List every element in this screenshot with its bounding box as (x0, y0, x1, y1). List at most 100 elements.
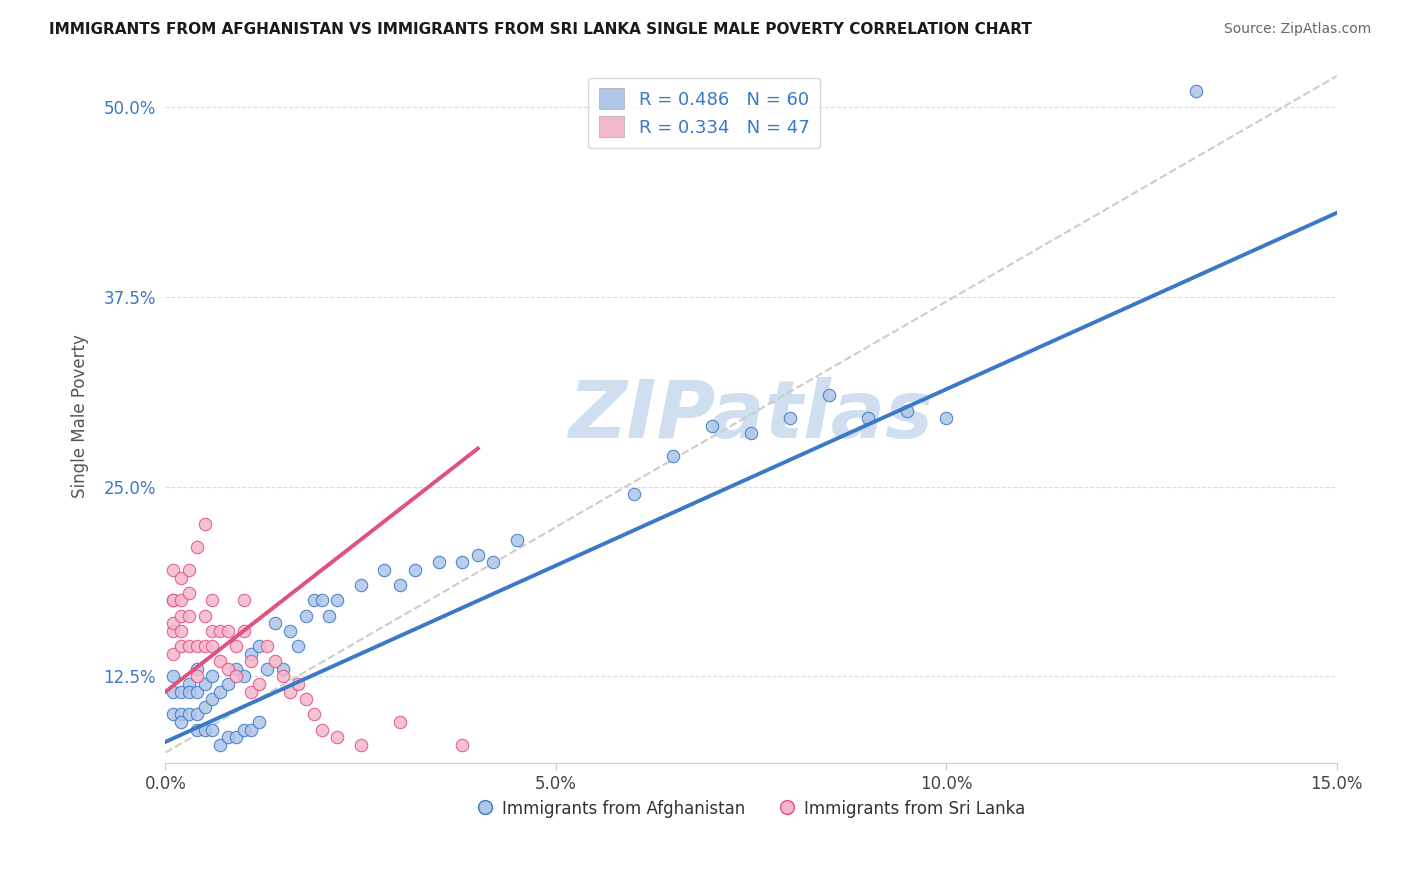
Point (856, 411, 879, 425)
Point (186, 723, 208, 737)
Point (193, 608, 215, 623)
Point (779, 411, 801, 425)
Point (295, 608, 318, 623)
Point (232, 624, 254, 638)
Point (209, 624, 232, 638)
Point (170, 571, 193, 585)
Point (302, 707, 325, 722)
Point (280, 684, 302, 698)
Point (451, 556, 474, 570)
Point (700, 418, 723, 433)
Point (177, 563, 200, 577)
Point (326, 593, 349, 607)
Point (232, 593, 254, 607)
Point (186, 684, 208, 698)
Point (404, 563, 426, 577)
Point (162, 593, 184, 607)
Point (662, 449, 685, 463)
Point (217, 677, 239, 691)
Point (225, 662, 247, 676)
Point (162, 669, 184, 683)
Point (240, 684, 263, 698)
Point (350, 578, 373, 592)
Point (177, 707, 200, 722)
Point (170, 593, 193, 607)
Point (217, 624, 239, 638)
Point (186, 707, 208, 722)
Point (209, 684, 232, 698)
Point (240, 654, 263, 668)
Text: IMMIGRANTS FROM AFGHANISTAN VS IMMIGRANTS FROM SRI LANKA SINGLE MALE POVERTY COR: IMMIGRANTS FROM AFGHANISTAN VS IMMIGRANT… (49, 22, 1032, 37)
Point (177, 586, 200, 600)
Point (217, 731, 239, 745)
Point (177, 677, 200, 691)
Point (201, 692, 224, 706)
Point (162, 707, 184, 722)
Point (263, 616, 285, 631)
Text: ZIPatlas: ZIPatlas (568, 376, 934, 455)
Point (350, 738, 373, 752)
Point (177, 608, 200, 623)
Point (232, 669, 254, 683)
Point (225, 669, 247, 683)
Point (162, 684, 184, 698)
Point (427, 556, 450, 570)
Point (280, 624, 302, 638)
Point (467, 548, 489, 562)
Point (818, 388, 841, 402)
Point (388, 715, 411, 730)
Point (201, 723, 224, 737)
Point (311, 593, 333, 607)
Point (271, 669, 294, 683)
Point (193, 677, 215, 691)
Point (240, 647, 263, 661)
Point (302, 593, 325, 607)
Point (326, 731, 349, 745)
Point (451, 738, 474, 752)
Point (263, 654, 285, 668)
Point (162, 624, 184, 638)
Point (193, 723, 215, 737)
Point (318, 608, 340, 623)
Point (271, 662, 294, 676)
Legend: Immigrants from Afghanistan, Immigrants from Sri Lanka: Immigrants from Afghanistan, Immigrants … (471, 793, 1032, 824)
Point (170, 715, 193, 730)
Point (162, 593, 184, 607)
Point (170, 624, 193, 638)
Point (177, 639, 200, 653)
Point (295, 692, 318, 706)
Point (217, 662, 239, 676)
Y-axis label: Single Male Poverty: Single Male Poverty (72, 334, 89, 498)
Point (247, 715, 270, 730)
Point (193, 639, 215, 653)
Point (170, 639, 193, 653)
Point (256, 639, 278, 653)
Point (225, 731, 247, 745)
Point (256, 662, 278, 676)
Point (186, 669, 208, 683)
Point (209, 654, 232, 668)
Point (247, 677, 270, 691)
Point (186, 541, 208, 555)
Point (506, 533, 529, 547)
Point (170, 608, 193, 623)
Point (287, 639, 309, 653)
Point (170, 684, 193, 698)
Text: Source: ZipAtlas.com: Source: ZipAtlas.com (1223, 22, 1371, 37)
Point (287, 677, 309, 691)
Point (388, 578, 411, 592)
Point (186, 639, 208, 653)
Point (170, 707, 193, 722)
Point (201, 593, 224, 607)
Point (232, 723, 254, 737)
Point (373, 563, 395, 577)
Point (162, 616, 184, 631)
Point (1185, 84, 1208, 98)
Point (193, 699, 215, 714)
Point (225, 639, 247, 653)
Point (186, 662, 208, 676)
Point (247, 639, 270, 653)
Point (177, 684, 200, 698)
Point (162, 647, 184, 661)
Point (482, 556, 505, 570)
